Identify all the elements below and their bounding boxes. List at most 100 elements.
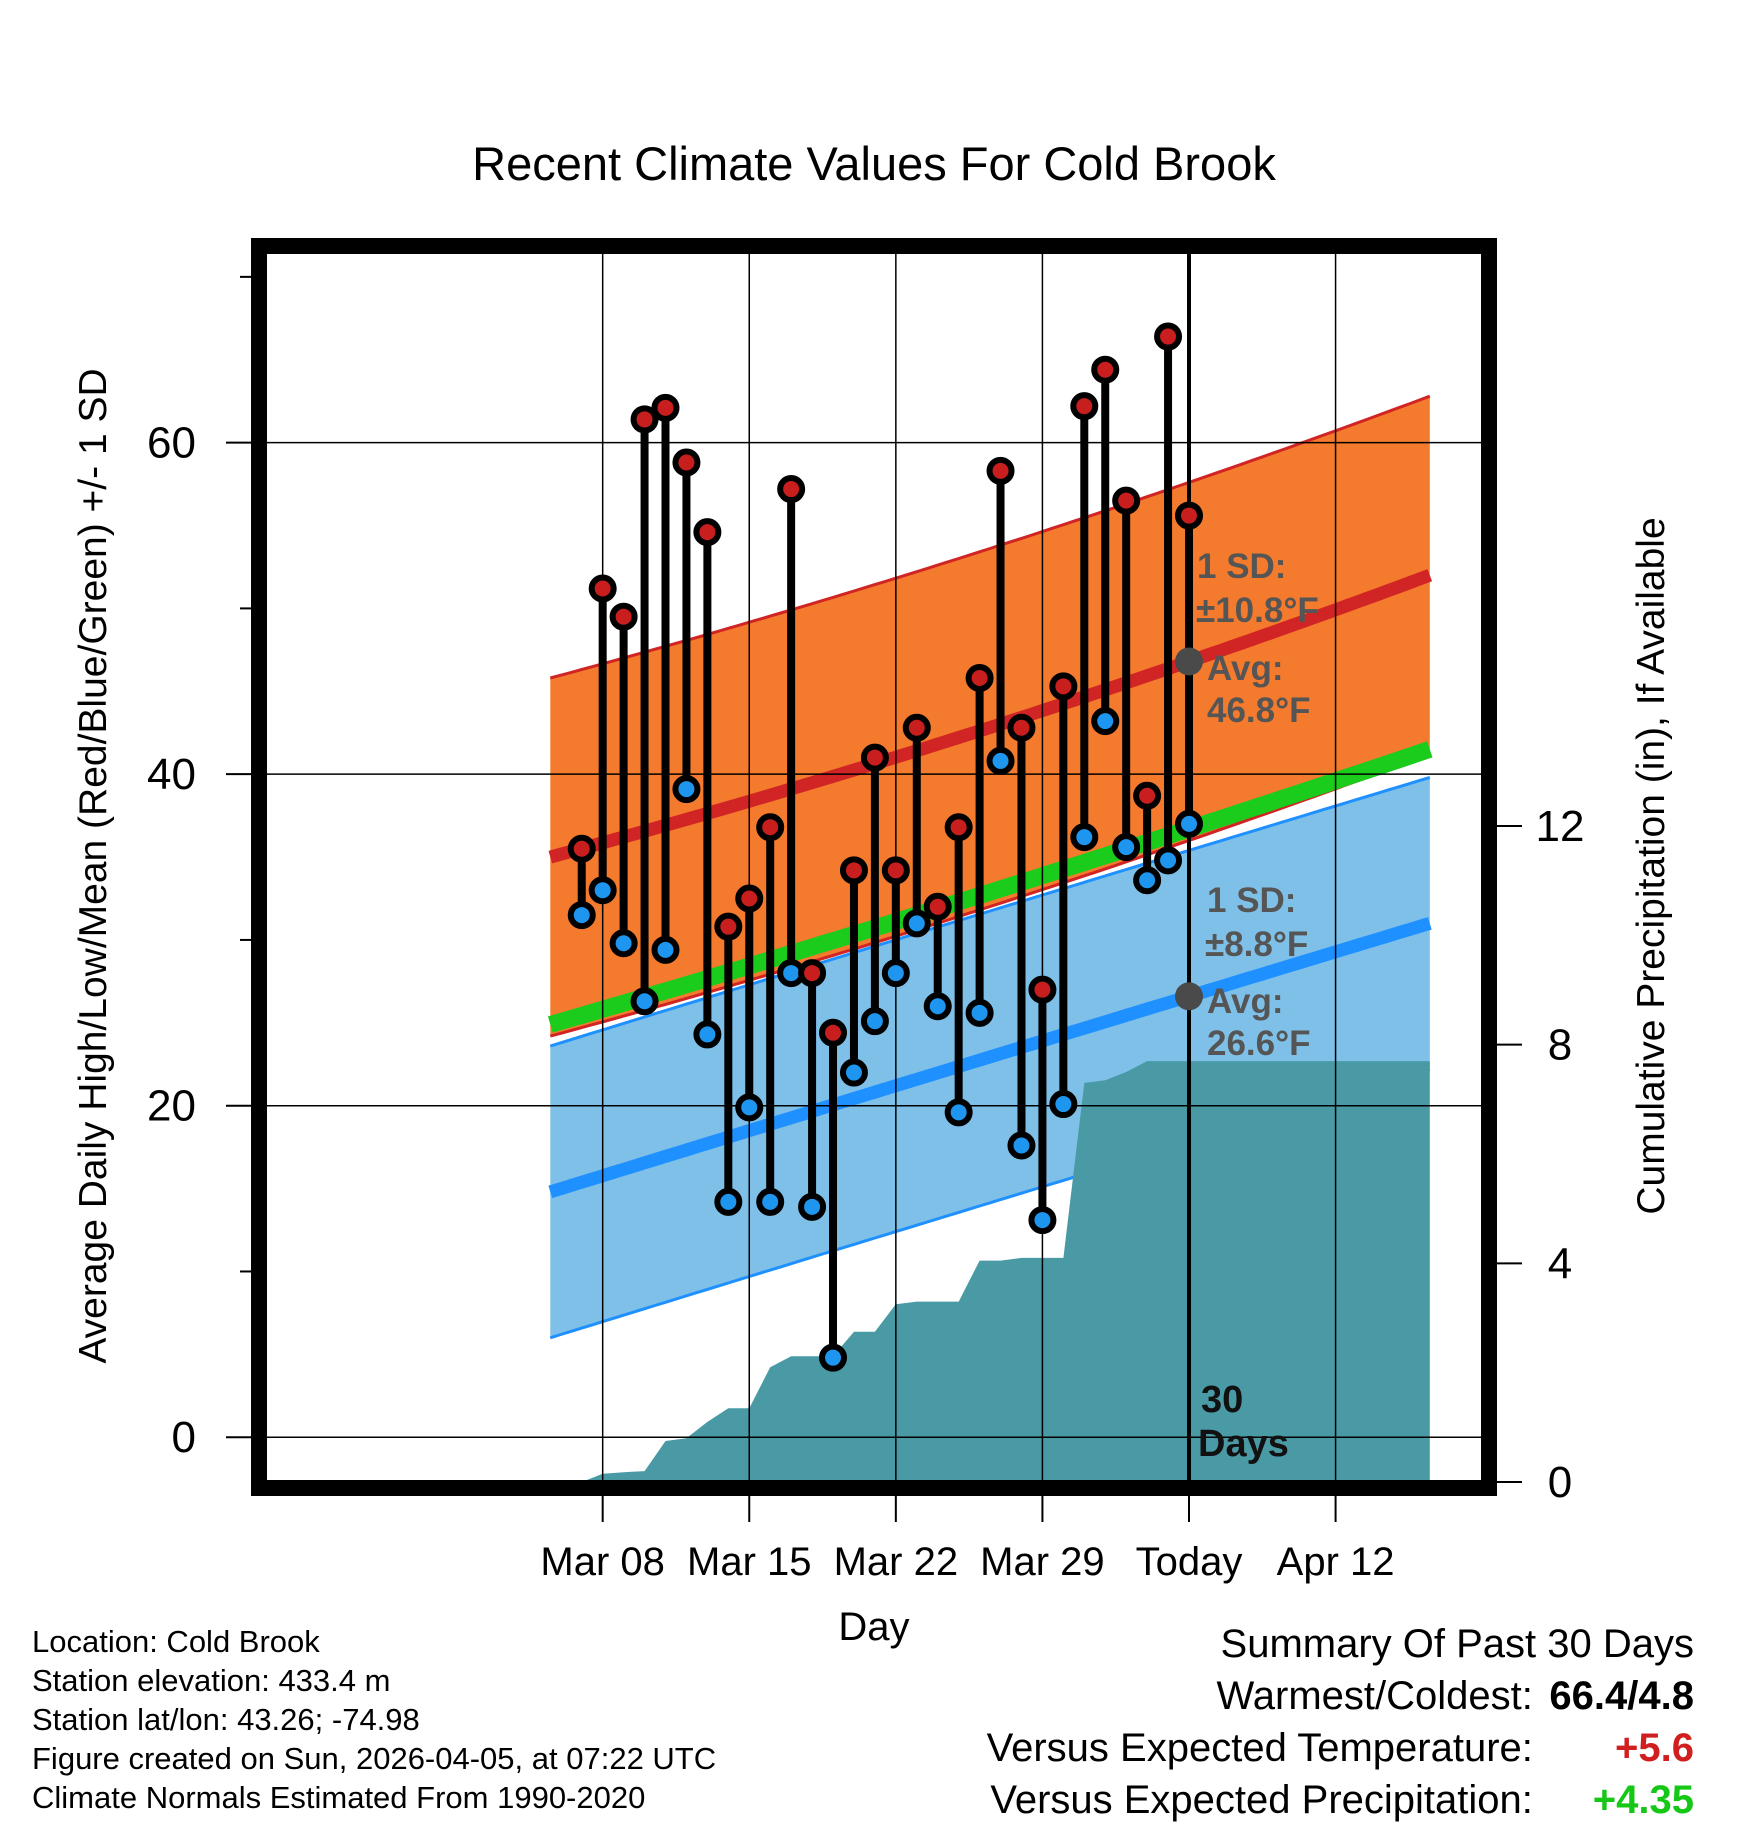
- daily-high-point: [986, 456, 1015, 485]
- created-text: Figure created on Sun, 2026-04-05, at 07…: [32, 1741, 717, 1776]
- today-normal-high-marker: [1175, 647, 1203, 676]
- summary-title: Summary Of Past 30 Days: [1220, 1622, 1694, 1666]
- precip-label: Versus Expected Precipitation:: [990, 1778, 1533, 1822]
- x-tick-label: Apr 12: [1277, 1540, 1395, 1584]
- warm-cold-value: 66.4/4.8: [1549, 1674, 1694, 1718]
- precip-row: Versus Expected Precipitation: +4.35: [987, 1774, 1694, 1826]
- daily-high-point: [944, 813, 973, 842]
- daily-high-point: [1154, 322, 1183, 351]
- left-tick-label: 0: [172, 1413, 196, 1462]
- daily-low-point: [1070, 823, 1099, 852]
- high-sd-label: 1 SD:: [1197, 547, 1286, 586]
- y-axis-label-left: Average Daily High/Low/Mean (Red/Blue/Gr…: [72, 368, 115, 1363]
- temp-row: Versus Expected Temperature: +5.6: [987, 1722, 1694, 1774]
- precip-area: [560, 1061, 1430, 1482]
- temp-value: +5.6: [1615, 1726, 1694, 1770]
- summary-panel: Summary Of Past 30 Days Warmest/Coldest:…: [987, 1618, 1694, 1826]
- daily-high-point: [651, 393, 680, 422]
- daily-high-point: [777, 475, 806, 504]
- daily-low-point: [944, 1098, 973, 1127]
- axes: 0 20 40 60 0 4 8 12 Mar 08 Mar 15 Mar 22 Mar 29 Toda…: [147, 275, 1585, 1584]
- high-sd-value: ±10.8°F: [1196, 591, 1319, 630]
- daily-high-point: [630, 405, 659, 434]
- chart-title: Recent Climate Values For Cold Brook: [472, 137, 1276, 190]
- daily-low-point: [651, 935, 680, 964]
- daily-high-point: [567, 834, 596, 863]
- daily-low-point: [693, 1020, 722, 1049]
- daily-low-point: [819, 1343, 848, 1372]
- warm-cold-label: Warmest/Coldest:: [1216, 1674, 1533, 1718]
- daily-low-point: [1154, 846, 1183, 875]
- daily-low-point: [986, 746, 1015, 775]
- daily-high-point: [756, 813, 785, 842]
- daily-high-point: [923, 892, 952, 921]
- low-avg-value: 26.6°F: [1207, 1024, 1311, 1063]
- warm-cold-row: Warmest/Coldest: 66.4/4.8: [987, 1670, 1695, 1722]
- daily-low-point: [798, 1192, 827, 1221]
- daily-low-point: [965, 998, 994, 1027]
- daily-low-point: [1028, 1206, 1057, 1235]
- normal-low-line: [548, 917, 1432, 1199]
- daily-low-point: [1007, 1131, 1036, 1160]
- daily-low-point: [860, 1007, 889, 1036]
- low-sd-upper-line: [549, 776, 1431, 1048]
- daily-high-point: [1175, 501, 1203, 530]
- daily-high-point: [860, 743, 889, 772]
- high-avg-label: Avg:: [1207, 649, 1283, 688]
- daily-high-point: [839, 856, 868, 885]
- daily-high-point: [588, 574, 617, 603]
- low-sd-label: 1 SD:: [1207, 881, 1296, 920]
- x-tick-label: Mar 22: [834, 1540, 959, 1584]
- daily-high-point: [1028, 975, 1057, 1004]
- daily-low-point: [630, 987, 659, 1016]
- left-tick-label: 20: [147, 1082, 196, 1131]
- daily-low-point: [839, 1058, 868, 1087]
- station-info: Location: Cold Brook Station elevation: …: [32, 1622, 716, 1817]
- precip-value: +4.35: [1592, 1778, 1694, 1822]
- x-tick-label: Mar 15: [687, 1540, 812, 1584]
- daily-high-point: [881, 856, 910, 885]
- normal-mean-line: [547, 741, 1433, 1033]
- daily-low-point: [1112, 833, 1141, 862]
- right-tick-label: 12: [1536, 802, 1585, 851]
- temp-label: Versus Expected Temperature:: [986, 1726, 1533, 1770]
- daily-high-point: [1112, 486, 1141, 515]
- daily-low-point: [1091, 707, 1120, 736]
- daily-high-point: [714, 912, 743, 941]
- daily-high-point: [902, 713, 931, 742]
- daily-high-point: [965, 664, 994, 693]
- daily-high-point: [1007, 713, 1036, 742]
- today-normal-low-marker: [1175, 982, 1203, 1011]
- daily-high-point: [1070, 392, 1099, 421]
- daily-high-point: [1049, 672, 1078, 701]
- right-tick-label: 8: [1548, 1021, 1572, 1070]
- daily-high-point: [693, 518, 722, 547]
- elevation-text: Station elevation: 433.4 m: [32, 1663, 391, 1698]
- daily-low-point: [1049, 1090, 1078, 1119]
- right-tick-label: 4: [1548, 1239, 1572, 1288]
- right-tick-label: 0: [1548, 1458, 1572, 1507]
- low-avg-label: Avg:: [1207, 982, 1283, 1021]
- y-axis-label-right: Cumulative Precipitation (in), If Availa…: [1630, 517, 1673, 1214]
- daily-low-point: [1133, 866, 1162, 895]
- daily-low-point: [902, 909, 931, 938]
- daily-low-point: [735, 1093, 764, 1122]
- daily-low-point: [567, 901, 596, 930]
- plot-frame: [251, 238, 1497, 1496]
- x-axis-label: Day: [838, 1605, 909, 1649]
- daily-low-point: [714, 1187, 743, 1216]
- left-tick-label: 60: [147, 419, 196, 468]
- days-count-label: 30: [1201, 1379, 1243, 1421]
- series: [567, 322, 1203, 1372]
- high-sd-lower-line: [549, 752, 1431, 1038]
- left-tick-label: 40: [147, 750, 196, 799]
- location-text: Location: Cold Brook: [32, 1624, 320, 1659]
- high-avg-value: 46.8°F: [1207, 691, 1311, 730]
- daily-low-point: [1175, 809, 1203, 838]
- daily-low-point: [881, 959, 910, 988]
- daily-high-point: [609, 602, 638, 631]
- daily-low-point: [756, 1187, 785, 1216]
- daily-low-point: [923, 992, 952, 1021]
